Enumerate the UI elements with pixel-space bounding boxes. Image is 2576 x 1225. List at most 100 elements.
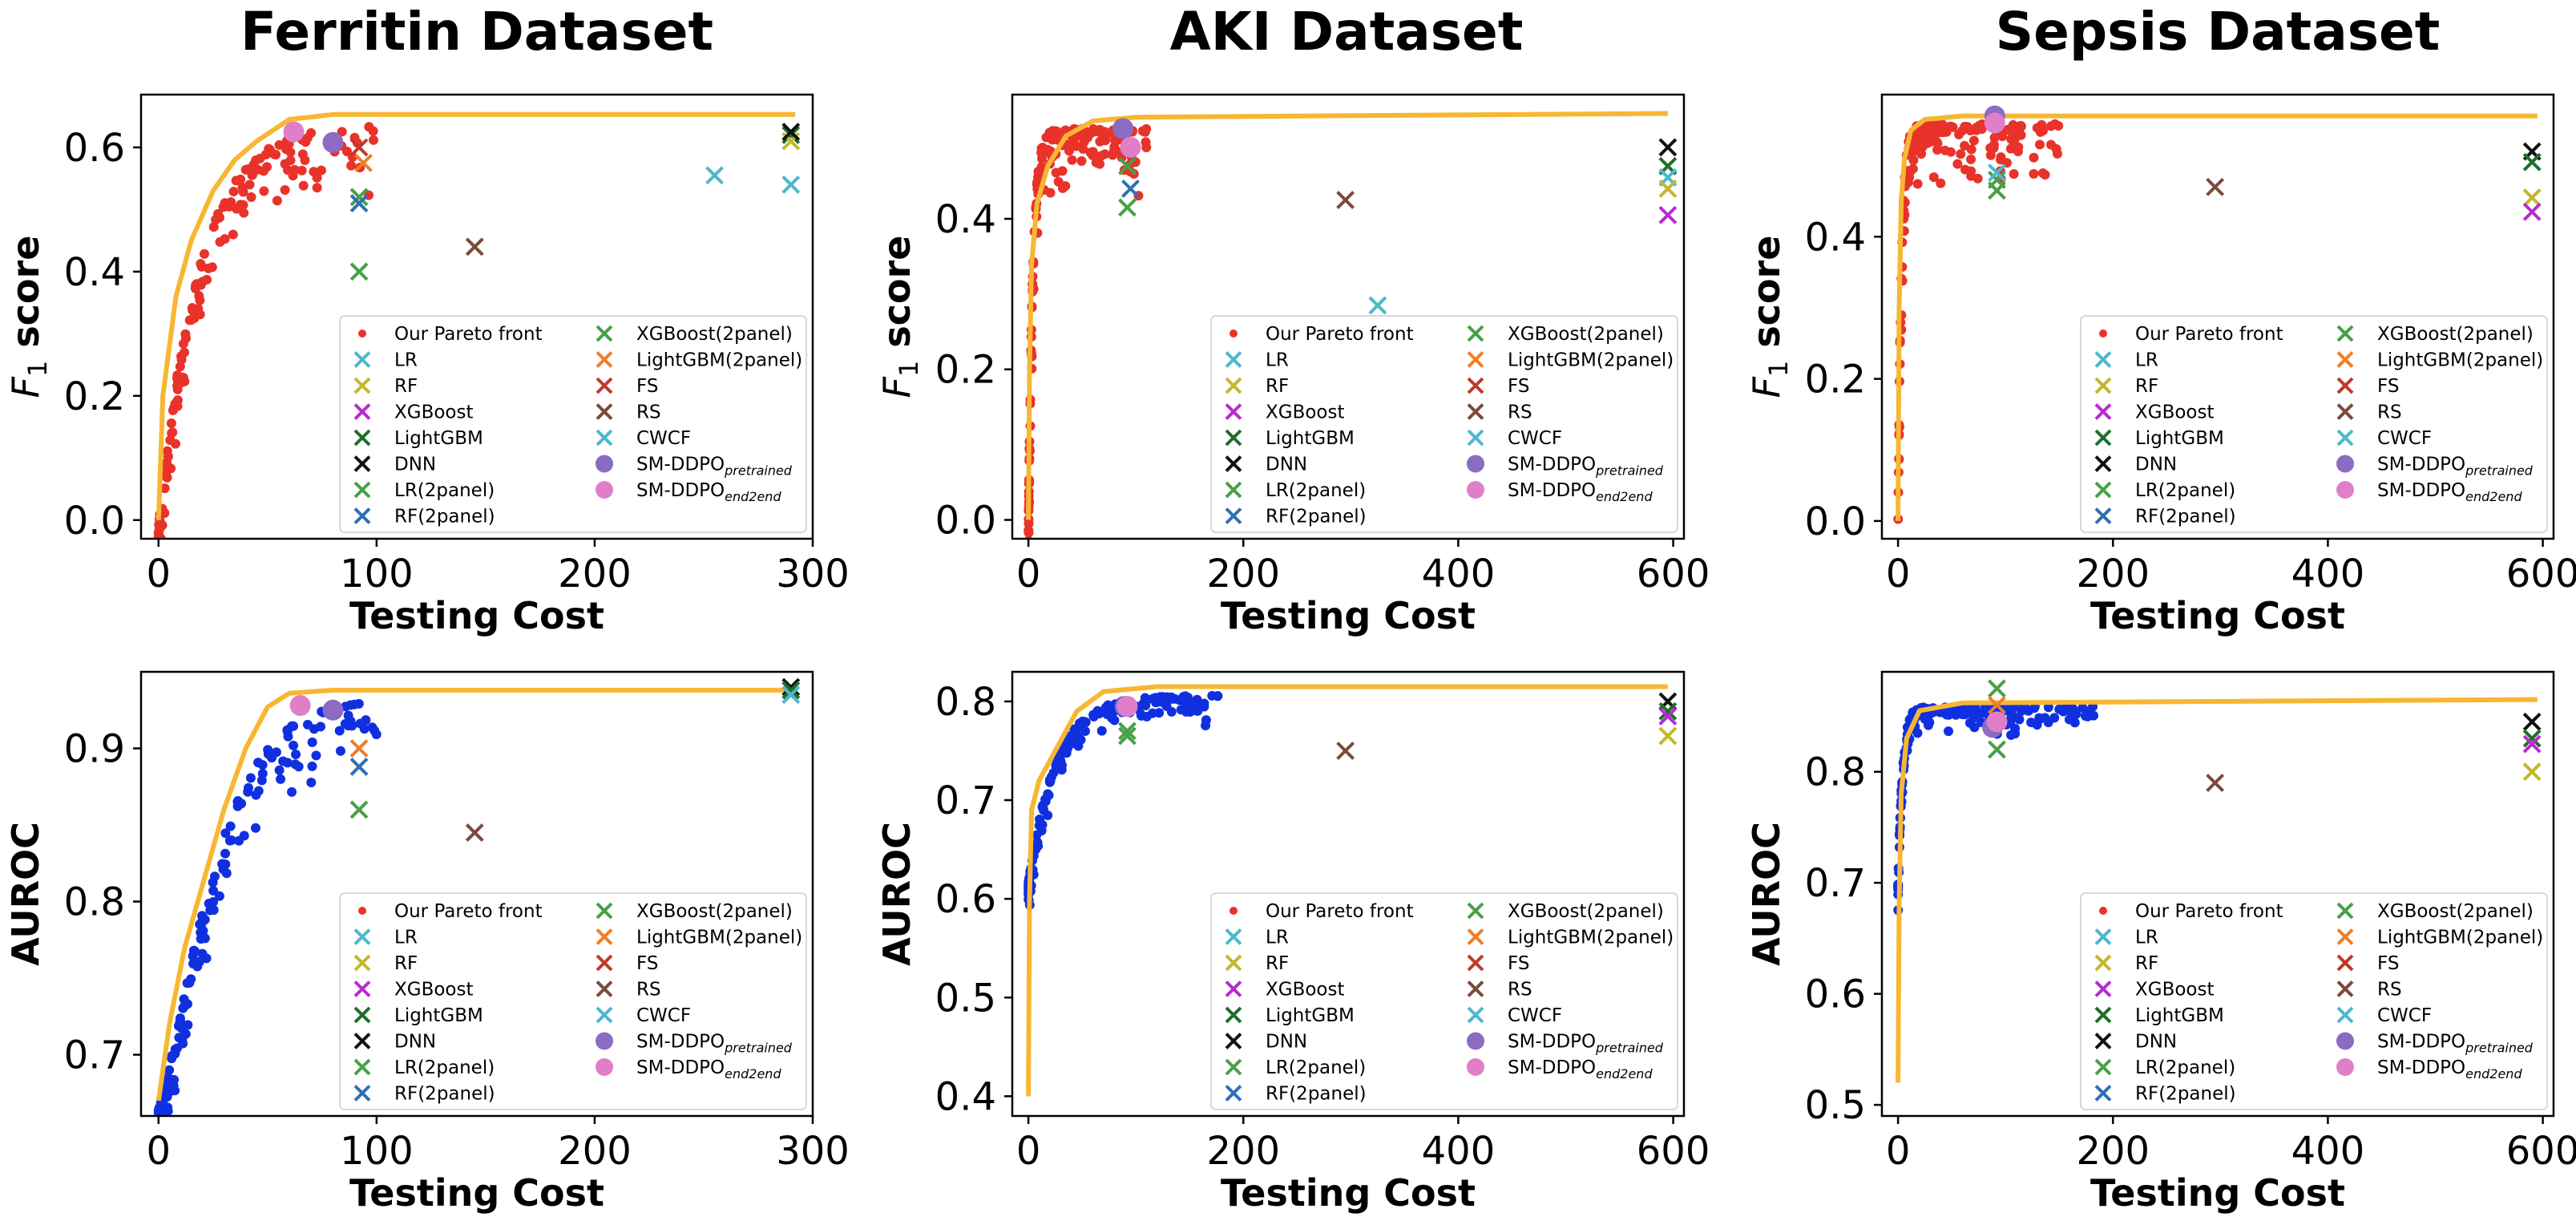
legend-item: CWCF	[2336, 428, 2432, 449]
baseline-marker	[1336, 191, 1355, 209]
legend-dot-icon	[1467, 481, 1484, 499]
x-tick-label: 600	[2506, 552, 2576, 596]
legend-x-icon	[2094, 928, 2112, 945]
baseline-marker	[1658, 205, 1678, 224]
pareto-point	[1037, 819, 1048, 830]
y-tick-label: 0.2	[935, 348, 996, 393]
legend-label: RS	[1508, 980, 1532, 1001]
legend-x-icon	[2336, 377, 2354, 394]
pareto-point	[250, 823, 260, 833]
legend-x-icon	[596, 902, 613, 920]
legend-x-icon	[353, 928, 371, 945]
baseline-marker	[2522, 202, 2542, 221]
legend-label: FS	[2377, 953, 2399, 974]
legend-x-icon	[2094, 954, 2112, 972]
pareto-point	[1178, 691, 1189, 701]
legend-x-icon	[353, 1058, 371, 1076]
legend-item: FS	[2336, 953, 2399, 974]
pareto-point	[170, 1049, 180, 1059]
pareto-point	[1989, 132, 2000, 143]
legend-label: LR(2panel)	[2135, 1057, 2235, 1078]
legend-item: DNN	[1225, 1032, 1307, 1053]
pareto-point	[287, 786, 297, 797]
legend-box	[1210, 892, 1678, 1110]
legend-item: SM-DDPOend2end	[596, 480, 781, 504]
pareto-point	[369, 726, 380, 736]
x-tick-label: 0	[1016, 552, 1041, 596]
legend-label: CWCF	[636, 1005, 691, 1026]
baseline-marker	[2522, 734, 2542, 754]
pareto-point	[162, 446, 172, 456]
legend: Our Pareto front LR RF XGBoost LightGBM DNN LR…	[1210, 892, 1678, 1110]
legend-item: RS	[596, 980, 661, 1001]
legend-label: SM-DDPOend2end	[1508, 1057, 1653, 1081]
plot-area	[153, 677, 801, 1116]
legend-x-icon	[1225, 928, 1242, 945]
y-tick-label: 0.4	[1805, 215, 1866, 260]
x-axis-label: Testing Cost	[349, 1171, 604, 1215]
pareto-point	[208, 885, 219, 896]
baseline-marker	[781, 685, 801, 705]
baseline-marker	[1118, 198, 1137, 217]
pareto-point	[306, 777, 317, 787]
legend-x-icon	[353, 429, 371, 447]
baseline-marker	[705, 166, 724, 185]
baseline-marker	[2522, 152, 2542, 172]
pareto-point	[1141, 142, 1152, 152]
pareto-point	[1076, 156, 1087, 166]
baseline-marker	[465, 237, 484, 257]
y-tick-label: 0.6	[64, 126, 125, 171]
legend-label: RF(2panel)	[1266, 507, 1367, 528]
pareto-point	[1936, 178, 1946, 188]
legend-item: XGBoost	[2094, 980, 2215, 1001]
legend-label: LightGBM	[2135, 1005, 2224, 1026]
y-axis-label: F1 score	[1745, 236, 1794, 398]
plot-area	[1024, 684, 1678, 1097]
legend-item: CWCF	[1467, 1005, 1562, 1026]
pareto-point	[290, 759, 301, 770]
pareto-point	[2043, 702, 2053, 713]
legend-label: SM-DDPOpretrained	[636, 1032, 793, 1056]
pareto-point	[1067, 155, 1077, 165]
pareto-point	[2029, 152, 2039, 163]
pareto-point	[1154, 708, 1165, 718]
baseline-marker	[1121, 179, 1140, 198]
legend-x-icon	[2336, 1006, 2354, 1024]
baseline-marker	[1988, 181, 2006, 200]
pareto-point	[280, 184, 290, 195]
pareto-point	[179, 994, 189, 1005]
pareto-point	[257, 760, 268, 770]
legend-label: LightGBM(2panel)	[1508, 928, 1674, 948]
pareto-point	[1079, 137, 1089, 148]
sm-ddpo-marker	[322, 699, 344, 721]
legend-x-icon	[2336, 403, 2354, 420]
y-tick-label: 0.5	[935, 976, 996, 1021]
legend-dot-icon	[2336, 1032, 2354, 1050]
pareto-point	[1916, 128, 1927, 139]
legend-item: LR	[1225, 350, 1289, 371]
sm-ddpo-marker	[1120, 136, 1141, 158]
legend-label: FS	[1508, 376, 1529, 397]
pareto-point	[2037, 168, 2048, 179]
legend-item: RF(2panel)	[353, 507, 495, 528]
legend-item: SM-DDPOend2end	[2336, 1057, 2522, 1081]
pareto-point	[335, 746, 345, 756]
pareto-point	[1213, 690, 1223, 701]
legend-x-icon	[353, 1006, 371, 1024]
legend-item: LightGBM(2panel)	[596, 928, 802, 948]
legend-label: Our Pareto front	[2135, 324, 2283, 345]
pareto-point	[307, 737, 317, 747]
legend-label: SM-DDPOend2end	[2377, 1057, 2522, 1081]
legend-item: RS	[2336, 402, 2402, 423]
x-tick-label: 200	[1206, 1129, 1280, 1174]
pareto-point	[217, 859, 228, 869]
legend-item: RS	[1467, 980, 1532, 1001]
pareto-point	[1944, 726, 1954, 737]
legend-x-icon	[1467, 351, 1484, 368]
legend-x-icon	[1225, 1058, 1242, 1076]
pareto-point	[1166, 693, 1177, 704]
axes-frame	[1011, 93, 1686, 540]
column-title-aki: AKI Dataset	[1170, 1, 1524, 63]
pareto-point	[1176, 705, 1186, 715]
legend-x-icon	[596, 325, 613, 342]
